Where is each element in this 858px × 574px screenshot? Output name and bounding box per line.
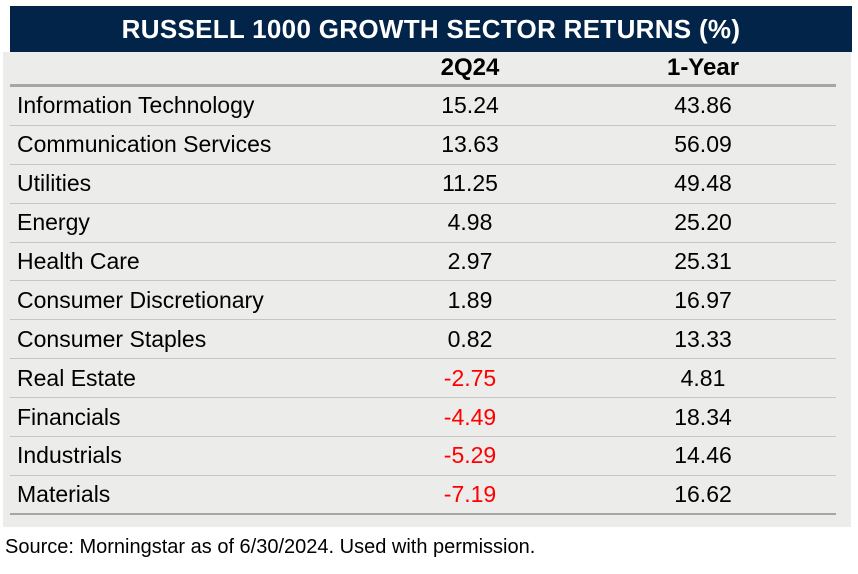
source-note: Source: Morningstar as of 6/30/2024. Use… [5,535,536,558]
value-2q24: 4.98 [447,209,493,236]
value-1year: 13.33 [674,325,732,352]
sector-name: Information Technology [17,92,255,119]
sector-name: Energy [17,209,90,236]
value-2q24: 1.89 [447,286,493,313]
sector-name: Consumer Staples [17,325,207,352]
value-2q24: -2.75 [443,364,497,391]
value-2q24: 15.24 [441,92,499,119]
value-2q24: 2.97 [447,248,493,274]
sector-name: Utilities [17,170,92,197]
value-2q24: 13.63 [441,131,499,158]
value-2q24: -4.49 [443,403,497,430]
table-row: Industrials -5.29 14.46 [10,437,836,476]
table-header-row: 2Q24 1-Year [10,52,836,87]
value-1year: 4.81 [680,364,726,391]
sector-name: Health Care [17,248,140,274]
value-1year: 25.20 [674,209,732,236]
table-row: Materials -7.19 16.62 [10,476,836,515]
value-2q24: -5.29 [443,442,497,469]
sector-name: Communication Services [17,131,272,158]
table-row: Utilities 11.25 49.48 [10,165,836,204]
table-row: Financials -4.49 18.34 [10,398,836,438]
sector-name: Financials [17,403,121,430]
value-2q24: -7.19 [443,480,497,507]
sector-name: Industrials [17,442,122,469]
table-row: Communication Services 13.63 56.09 [10,126,836,165]
sector-returns-table: 2Q24 1-Year Information Technology 15.24… [3,52,851,527]
value-1year: 18.34 [674,403,732,430]
table-row: Information Technology 15.24 43.86 [10,87,836,126]
value-1year: 43.86 [674,92,732,119]
value-1year: 56.09 [674,131,732,158]
column-header-2q24: 2Q24 [440,54,500,81]
sector-name: Real Estate [17,364,136,391]
value-1year: 16.97 [674,286,732,313]
value-1year: 14.46 [674,442,732,469]
table-row: Health Care 2.97 25.31 [10,243,836,282]
sector-name: Consumer Discretionary [17,286,264,313]
value-1year: 16.62 [674,480,732,507]
table-title-bar: RUSSELL 1000 GROWTH SECTOR RETURNS (%) [10,6,852,52]
table-row: Real Estate -2.75 4.81 [10,359,836,399]
table-row: Consumer Staples 0.82 13.33 [10,320,836,360]
value-2q24: 0.82 [447,325,493,352]
table-row: Energy 4.98 25.20 [10,204,836,243]
value-1year: 49.48 [674,170,732,197]
value-1year: 25.31 [674,248,732,274]
value-2q24: 11.25 [442,170,498,197]
sector-name: Materials [17,480,111,507]
column-header-1year: 1-Year [666,54,740,81]
table-row: Consumer Discretionary 1.89 16.97 [10,281,836,321]
table-title: RUSSELL 1000 GROWTH SECTOR RETURNS (%) [121,13,741,44]
